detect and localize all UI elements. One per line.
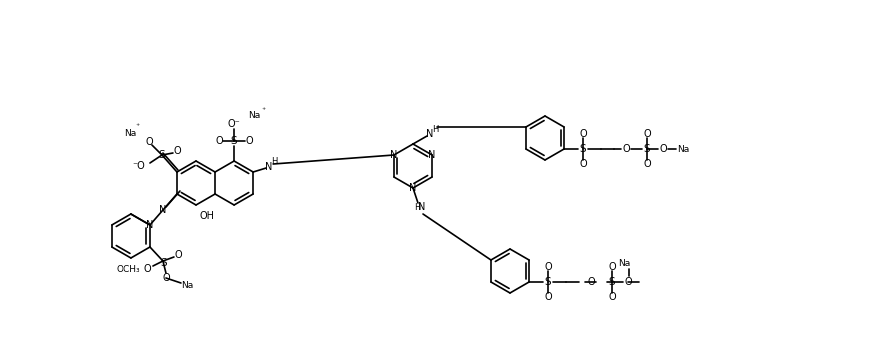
- Text: Na: Na: [248, 112, 260, 120]
- Text: S: S: [159, 150, 165, 160]
- Text: OH: OH: [200, 211, 215, 221]
- Text: N: N: [390, 150, 397, 160]
- Text: O: O: [174, 250, 182, 260]
- Text: H: H: [414, 202, 420, 212]
- Text: O: O: [544, 262, 552, 272]
- Text: O: O: [215, 136, 223, 146]
- Text: S: S: [644, 144, 651, 154]
- Text: N: N: [266, 162, 273, 172]
- Text: O: O: [544, 292, 552, 302]
- Text: N: N: [147, 220, 154, 230]
- Text: O: O: [643, 129, 651, 139]
- Text: H: H: [432, 125, 438, 133]
- Text: N: N: [428, 150, 435, 160]
- Text: O: O: [608, 262, 615, 272]
- Text: N: N: [410, 183, 417, 193]
- Text: O⁻: O⁻: [228, 119, 240, 129]
- Text: H: H: [271, 157, 277, 166]
- Text: ⁺: ⁺: [136, 122, 140, 132]
- Text: O: O: [579, 159, 587, 169]
- Text: N: N: [159, 205, 167, 215]
- Text: ⁺: ⁺: [261, 106, 265, 114]
- Text: O: O: [162, 273, 170, 283]
- Text: O: O: [660, 144, 667, 154]
- Text: ⁻O: ⁻O: [132, 161, 145, 171]
- Text: S: S: [580, 144, 586, 154]
- Text: O: O: [245, 136, 253, 146]
- Text: O: O: [624, 277, 632, 287]
- Text: Na: Na: [124, 128, 136, 138]
- Text: S: S: [608, 277, 615, 287]
- Text: N: N: [426, 129, 434, 139]
- Text: O: O: [145, 137, 153, 147]
- Text: O: O: [587, 277, 595, 287]
- Text: N: N: [419, 202, 426, 212]
- Text: S: S: [230, 136, 238, 146]
- Text: O: O: [643, 159, 651, 169]
- Text: O: O: [143, 264, 151, 274]
- Text: Na: Na: [618, 259, 630, 269]
- Text: Na: Na: [677, 145, 689, 153]
- Text: O: O: [579, 129, 587, 139]
- Text: S: S: [161, 258, 167, 268]
- Text: O: O: [173, 146, 181, 156]
- Text: O: O: [623, 144, 630, 154]
- Text: Na: Na: [181, 281, 193, 289]
- Text: OCH₃: OCH₃: [117, 264, 140, 274]
- Text: O: O: [608, 292, 615, 302]
- Text: S: S: [545, 277, 551, 287]
